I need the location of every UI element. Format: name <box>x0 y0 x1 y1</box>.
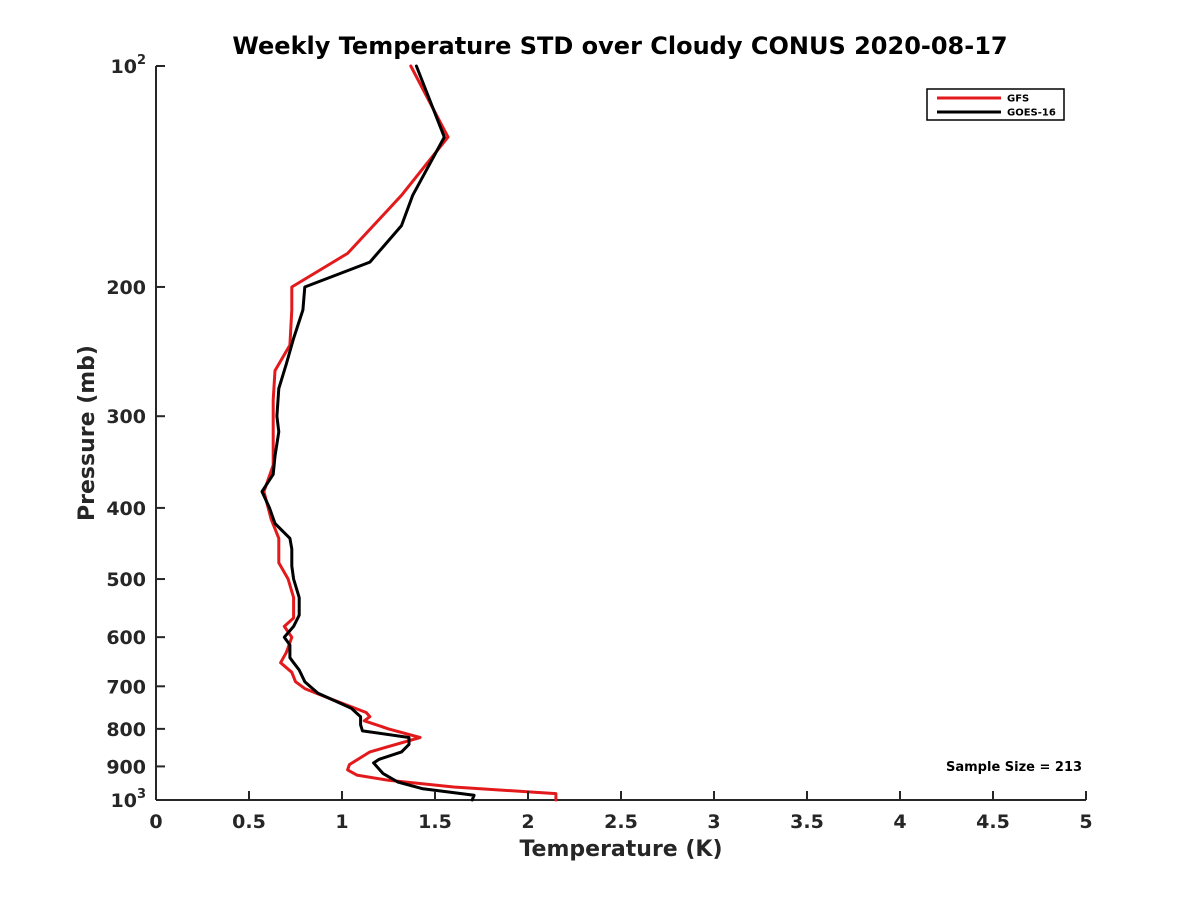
chart-title: Weekly Temperature STD over Cloudy CONUS… <box>232 32 1007 60</box>
legend-items: GFS GOES-16 <box>937 94 1056 119</box>
y-axis-title: Pressure (mb) <box>75 345 100 521</box>
y-tick-label: 800 <box>106 719 146 741</box>
plot-area: 0 0.5 1 1.5 2 2.5 3 3.5 4 4.5 5 102 200 300 400 500 600… <box>106 53 1092 833</box>
x-tick-label: 4 <box>893 811 906 833</box>
y-tick-label: 400 <box>106 498 146 520</box>
y-tick-label: 900 <box>106 756 146 778</box>
x-tick-label: 0 <box>149 811 162 833</box>
series-line-gfs <box>262 64 558 802</box>
legend: GFS GOES-16 <box>926 88 1065 121</box>
y-tick-label: 600 <box>106 627 146 649</box>
x-tick-label: 3 <box>707 811 720 833</box>
y-tick-label: 700 <box>106 676 146 698</box>
y-tick-label: 300 <box>106 406 146 428</box>
y-tick-label: 200 <box>106 277 146 299</box>
y-tick-label: 102 <box>111 53 147 78</box>
x-tick-label: 2.5 <box>604 811 638 833</box>
x-ticks: 0 0.5 1 1.5 2 2.5 3 3.5 4 4.5 5 <box>149 791 1093 833</box>
x-tick-label: 1.5 <box>418 811 452 833</box>
x-tick-label: 2 <box>521 811 534 833</box>
x-axis-title: Temperature (K) <box>519 837 722 862</box>
series-line-goes-16 <box>260 64 476 802</box>
x-tick-label: 3.5 <box>790 811 824 833</box>
legend-label-gfs: GFS <box>1007 94 1029 105</box>
y-ticks: 102 200 300 400 500 600 700 800 900 103 <box>106 53 165 812</box>
legend-label-goes-16: GOES-16 <box>1007 108 1056 119</box>
x-tick-label: 4.5 <box>976 811 1010 833</box>
sample-size-annotation: Sample Size = 213 <box>946 760 1082 775</box>
x-tick-label: 0.5 <box>232 811 266 833</box>
x-tick-label: 1 <box>335 811 348 833</box>
y-tick-label: 103 <box>111 787 147 812</box>
series-layer <box>260 64 558 802</box>
legend-box <box>926 88 1065 121</box>
x-tick-label: 5 <box>1079 811 1092 833</box>
y-tick-label: 500 <box>106 569 146 591</box>
